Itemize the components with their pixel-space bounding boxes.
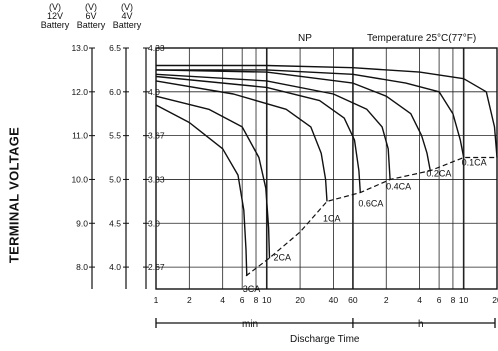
scale-12v-tick-label: 9.0 [76, 218, 88, 228]
scale-12v-tick-label: 13.0 [71, 43, 88, 53]
x-tick-label-min: 1 [154, 295, 159, 305]
curve-label-0_2CA: 0.2CA [426, 169, 451, 179]
x-tick-label-min: 40 [329, 295, 339, 305]
discharge-curve-1CA [155, 80, 328, 202]
scale-4v-tick-label: 4.0 [148, 87, 160, 97]
scale-6v-tick-label: 4.5 [109, 218, 121, 228]
x-tick-label-h: 10 [459, 295, 469, 305]
scale-4v-tick-label: 4.33 [148, 43, 165, 53]
scale-4v-tick-label: 3.67 [148, 131, 165, 141]
x-segment-min-label: min [242, 319, 259, 330]
x-tick-label-min: 10 [262, 295, 272, 305]
x-tick-label-h: 2 [384, 295, 389, 305]
discharge-curve-3CA [155, 104, 248, 276]
x-tick-label-h: 6 [437, 295, 442, 305]
final-voltage-curve [245, 156, 497, 277]
curve-label-0_4CA: 0.4CA [386, 181, 411, 191]
x-tick-label-min: 4 [220, 295, 225, 305]
scale-6v-tick-label: 5.0 [109, 174, 121, 184]
x-tick-label-min: 60 [348, 295, 358, 305]
x-tick-label-h: 8 [451, 295, 456, 305]
discharge-curve-0_2CA [155, 69, 431, 171]
x-tick-label-min: 6 [240, 295, 245, 305]
scale-12v-tick-label: 10.0 [71, 174, 88, 184]
header-12v: (V) 12V Battery [40, 2, 70, 30]
x-tick-label-min: 8 [254, 295, 259, 305]
x-tick-label-min: 20 [295, 295, 305, 305]
curve-label-0_6CA: 0.6CA [358, 199, 383, 209]
curve-label-1CA: 1CA [323, 213, 341, 223]
discharge-curve-2CA [155, 95, 271, 259]
x-axis-title: Discharge Time [290, 334, 360, 345]
discharge-curve-0_05CA [156, 64, 498, 158]
scale-12v-tick-label: 8.0 [76, 262, 88, 272]
scale-12v-tick-label: 12.0 [71, 87, 88, 97]
header-6v: (V) 6V Battery [76, 2, 106, 30]
x-segment-h-label: h [418, 319, 424, 330]
temperature-label: Temperature 25°C(77°F) [367, 33, 477, 44]
x-tick-label-h: 20 [492, 295, 498, 305]
scale-6v-tick-label: 4.0 [109, 262, 121, 272]
header-4v: (V) 4V Battery [112, 2, 142, 30]
scale-6v-tick-label: 6.5 [109, 43, 121, 53]
discharge-curve-0_4CA [155, 73, 391, 180]
scale-6v-tick-label: 5.5 [109, 131, 121, 141]
discharge-curve-0_6CA [155, 75, 361, 193]
scale-12v-tick-label: 11.0 [72, 131, 88, 141]
scale-4v-tick-label: 3.0 [148, 218, 160, 228]
x-tick-label-h: 4 [417, 295, 422, 305]
scale-6v-tick-label: 6.0 [109, 87, 121, 97]
x-tick-label-min: 2 [187, 295, 192, 305]
discharge-curve-0_1CA [156, 69, 465, 158]
curve-label-2CA: 2CA [274, 252, 292, 262]
plot-frame [155, 47, 498, 290]
curve-label-0_1CA: 0.1CA [462, 158, 487, 168]
scale-4v-tick-label: 2.67 [148, 262, 165, 272]
curve-label-3CA: 3CA [243, 284, 261, 294]
scale-4v-tick-label: 3.33 [148, 174, 165, 184]
brand-label: NP [298, 33, 312, 44]
